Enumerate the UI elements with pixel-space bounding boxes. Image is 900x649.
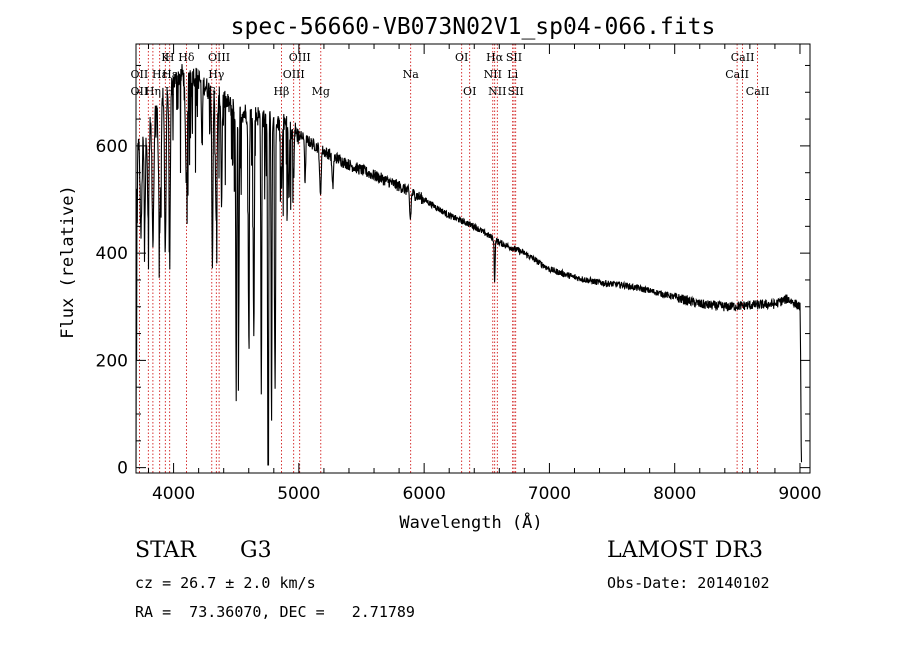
subclass: G3 <box>240 538 272 563</box>
line-label: OI <box>455 51 468 64</box>
y-tick-label: 200 <box>96 351 128 371</box>
line-label: Hε <box>152 68 168 81</box>
y-axis: 0 200 400 600 <box>96 64 810 479</box>
line-label: G <box>207 85 216 98</box>
x-axis: 4000 5000 6000 7000 8000 9000 <box>148 44 822 504</box>
coordinates: RA = 73.36070, DEC = 2.71789 <box>135 603 415 621</box>
x-tick-label: 5000 <box>277 484 320 504</box>
y-tick-label: 0 <box>117 459 128 479</box>
line-label: OIII <box>208 51 230 64</box>
spectrum-chart: spec-56660-VB073N02V1_sp04-066.fits 4000… <box>58 14 822 533</box>
line-label: Hβ <box>273 85 289 98</box>
chart-title: spec-56660-VB073N02V1_sp04-066.fits <box>231 14 716 40</box>
spectrum-series <box>135 64 803 468</box>
y-axis-label: Flux (relative) <box>58 185 78 339</box>
plot-frame <box>135 43 811 474</box>
x-tick-label: 6000 <box>403 484 446 504</box>
redshift-value: cz = 26.7 ± 2.0 km/s <box>135 574 316 592</box>
line-label: Hγ <box>208 68 225 81</box>
line-label: NII <box>484 68 502 81</box>
x-tick-label: 4000 <box>152 484 195 504</box>
line-label: CaII <box>746 85 770 98</box>
survey-name: LAMOST DR3 <box>607 538 763 563</box>
line-label: OIII <box>283 68 305 81</box>
line-label: Hε <box>162 68 178 81</box>
y-tick-label: 600 <box>96 137 128 157</box>
line-label: OII <box>131 85 149 98</box>
y-tick-label: 400 <box>96 244 128 264</box>
line-label: SII <box>506 51 522 64</box>
line-label: OIII <box>289 51 311 64</box>
line-label: OII <box>131 68 149 81</box>
obs-date: Obs-Date: 20140102 <box>607 574 770 592</box>
line-label: CaII <box>731 51 755 64</box>
line-label: NII <box>488 85 506 98</box>
line-label: K <box>161 51 170 64</box>
line-label: SII <box>508 85 524 98</box>
x-axis-label: Wavelength (Å) <box>399 511 542 533</box>
line-markers <box>138 44 758 473</box>
line-label: Mg <box>312 85 330 98</box>
line-label: H <box>165 51 175 64</box>
line-label: Na <box>403 68 420 81</box>
line-label: Hδ <box>178 51 195 64</box>
line-label: Hη <box>145 85 161 98</box>
line-label: CaII <box>725 68 749 81</box>
x-tick-label: 8000 <box>653 484 696 504</box>
x-tick-label: 7000 <box>528 484 571 504</box>
line-label: OI <box>463 85 476 98</box>
line-label: H <box>165 85 175 98</box>
line-label: Hα <box>486 51 504 64</box>
object-class: STAR <box>135 538 196 563</box>
line-label: Li <box>507 68 518 81</box>
x-tick-label: 9000 <box>778 484 821 504</box>
